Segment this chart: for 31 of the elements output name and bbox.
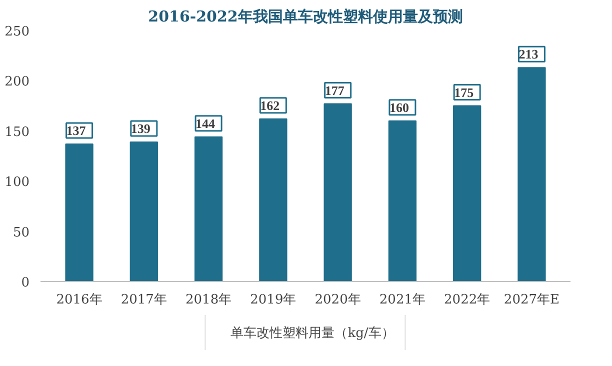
y-tick-label: 50 [12, 225, 30, 240]
x-tick-label: 2017年 [120, 292, 167, 308]
x-tick-label: 2027年E [504, 292, 560, 308]
bar [388, 120, 417, 282]
bar [324, 103, 352, 282]
x-tick-label: 2020年 [314, 292, 361, 308]
bar [518, 67, 546, 282]
data-label: 175 [454, 84, 474, 100]
text: 单车改性塑料用量（kg/车） [230, 324, 394, 342]
x-tick-label: 2022年 [444, 292, 490, 308]
bar [259, 118, 288, 282]
data-label: 160 [389, 100, 409, 115]
y-tick-label: 200 [4, 74, 30, 90]
bar [65, 143, 94, 282]
data-label: 162 [260, 98, 280, 113]
data-label: 137 [66, 122, 86, 138]
y-tick-label: 150 [4, 124, 30, 140]
bar [194, 136, 223, 282]
chart-title: 2016-2022年我国单车改性塑料使用量及预测 [148, 8, 463, 26]
y-tick-label: 0 [21, 276, 30, 290]
y-tick-label: 250 [4, 24, 30, 40]
x-tick-label: 2016年 [56, 292, 102, 308]
y-tick-label: 100 [4, 175, 30, 190]
x-tick-label: 2019年 [250, 292, 296, 308]
bar [130, 141, 158, 282]
data-label: 177 [324, 82, 345, 98]
data-label: 144 [196, 116, 216, 131]
data-label: 139 [130, 120, 151, 136]
bar [453, 105, 482, 282]
x-tick-label: 2018年 [186, 292, 232, 308]
x-tick-label: 2021年 [379, 292, 426, 308]
